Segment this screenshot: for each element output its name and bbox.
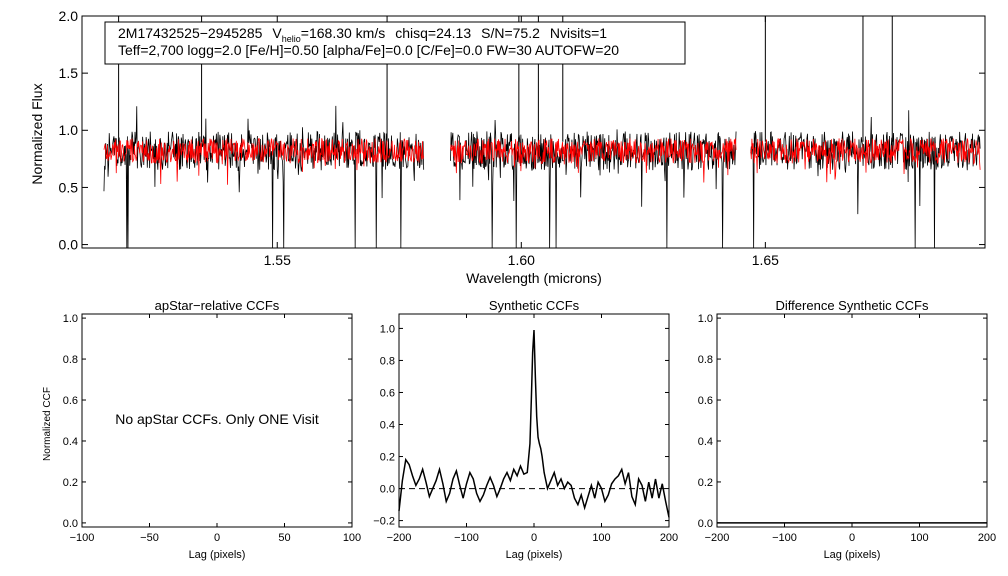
synthetic-flux-line <box>450 138 737 183</box>
y-tick-label: 0.0 <box>380 483 395 495</box>
y-tick-label: 1.5 <box>59 65 79 81</box>
plot-frame <box>716 313 988 528</box>
y-tick-label: 0.6 <box>698 395 713 407</box>
y-tick-label: 0.8 <box>63 354 78 366</box>
y-tick-label: 0.0 <box>59 236 79 252</box>
plot-frame <box>81 313 353 528</box>
x-tick-label: 1.60 <box>508 252 535 268</box>
y-tick-label: 2.0 <box>59 8 79 24</box>
x-tick-label: −100 <box>70 532 95 544</box>
y-tick-label: 0.2 <box>63 477 78 489</box>
spectrum-lines <box>103 16 981 248</box>
x-tick-label: 1.65 <box>752 252 779 268</box>
x-tick-label: 50 <box>278 532 290 544</box>
nvisits: Nvisits=1 <box>550 25 607 41</box>
x-tick-label: −100 <box>454 532 479 544</box>
y-tick-label: 1.0 <box>698 313 713 325</box>
apstar-ccf-plot: −100 −50 0 50 100 0.0 0.2 0.4 0.6 0.8 1.0 <box>63 313 361 544</box>
spectrum-info-box: 2M17432525−2945285 Vhelio=168.30 km/s chis… <box>104 21 686 65</box>
y-tick-label: 0.6 <box>380 387 395 399</box>
x-tick-label: 200 <box>660 532 678 544</box>
x-tick-label: −50 <box>140 532 159 544</box>
y-tick-label: 0.8 <box>698 354 713 366</box>
synthetic-ccf-title: Synthetic CCFs <box>489 298 580 313</box>
signal-to-noise: S/N=75.2 <box>481 25 540 41</box>
difference-ccf-plot: −200 −100 0 100 200 0.0 0.2 0.4 0.6 0.8 1.0 <box>698 313 996 544</box>
y-tick-label: 0.8 <box>380 355 395 367</box>
y-tick-label: 0.6 <box>63 395 78 407</box>
difference-ccf-xlabel: Lag (pixels) <box>824 549 881 561</box>
y-tick-label: 0.4 <box>698 436 713 448</box>
x-tick-label: −200 <box>705 532 730 544</box>
y-tick-label: 0.0 <box>63 518 78 530</box>
synthetic-flux-line <box>103 137 425 185</box>
x-tick-label: 1.55 <box>264 252 291 268</box>
synthetic-ccf-xlabel: Lag (pixels) <box>506 549 563 561</box>
observed-flux-line <box>450 120 737 248</box>
chisq: chisq=24.13 <box>395 25 471 41</box>
y-tick-label: −0.2 <box>373 515 395 527</box>
y-tick-label: 0.4 <box>380 419 395 431</box>
y-tick-label: 1.0 <box>59 122 79 138</box>
x-tick-label: 0 <box>214 532 220 544</box>
star-id: 2M17432525−2945285 <box>118 25 263 41</box>
y-tick-label: 0.5 <box>59 179 79 195</box>
y-tick-label: 1.0 <box>63 313 78 325</box>
x-tick-label: −100 <box>772 532 797 544</box>
observed-flux-line <box>103 105 425 248</box>
ccf-line <box>398 329 670 518</box>
vhelio-subscript: helio <box>282 34 301 44</box>
apstar-ccf-ylabel: Normalized CCF <box>42 387 53 461</box>
y-tick-label: 1.0 <box>380 323 395 335</box>
x-tick-label: 0 <box>849 532 855 544</box>
spectrum-ylabel: Normalized Flux <box>29 83 45 184</box>
y-tick-label: 0.0 <box>698 518 713 530</box>
x-tick-label: 200 <box>978 532 996 544</box>
y-tick-label: 0.2 <box>380 451 395 463</box>
vhelio-value: =168.30 km/s <box>301 25 385 41</box>
plot-frame <box>398 313 670 528</box>
apstar-ccf-xlabel: Lag (pixels) <box>189 549 246 561</box>
spectrum-xlabel: Wavelength (microns) <box>466 270 602 286</box>
x-tick-label: 100 <box>910 532 928 544</box>
apstar-ccf-annotation: No apStar CCFs. Only ONE Visit <box>115 411 319 427</box>
observed-flux-line <box>750 110 981 248</box>
stellar-parameters: Teff=2,700 logg=2.0 [Fe/H]=0.50 [alpha/F… <box>118 42 619 58</box>
y-tick-label: 0.2 <box>698 477 713 489</box>
synthetic-ccf-plot: −200 −100 0 100 200 −0.2 0.0 0.2 0.4 0.6 0.8 1.0 <box>373 313 678 544</box>
x-tick-label: 100 <box>592 532 610 544</box>
apstar-ccf-title: apStar−relative CCFs <box>155 298 280 313</box>
x-tick-label: 0 <box>531 532 537 544</box>
y-tick-label: 0.4 <box>63 436 78 448</box>
x-tick-label: 100 <box>343 532 361 544</box>
vhelio-label: V <box>272 25 282 41</box>
synthetic-flux-line <box>750 137 981 183</box>
plot-frame <box>81 15 986 249</box>
spectrum-plot: 1.55 1.60 1.65 0.0 0.5 1.0 1.5 2.0 <box>59 8 986 268</box>
difference-ccf-title: Difference Synthetic CCFs <box>776 298 929 313</box>
x-tick-label: −200 <box>387 532 412 544</box>
